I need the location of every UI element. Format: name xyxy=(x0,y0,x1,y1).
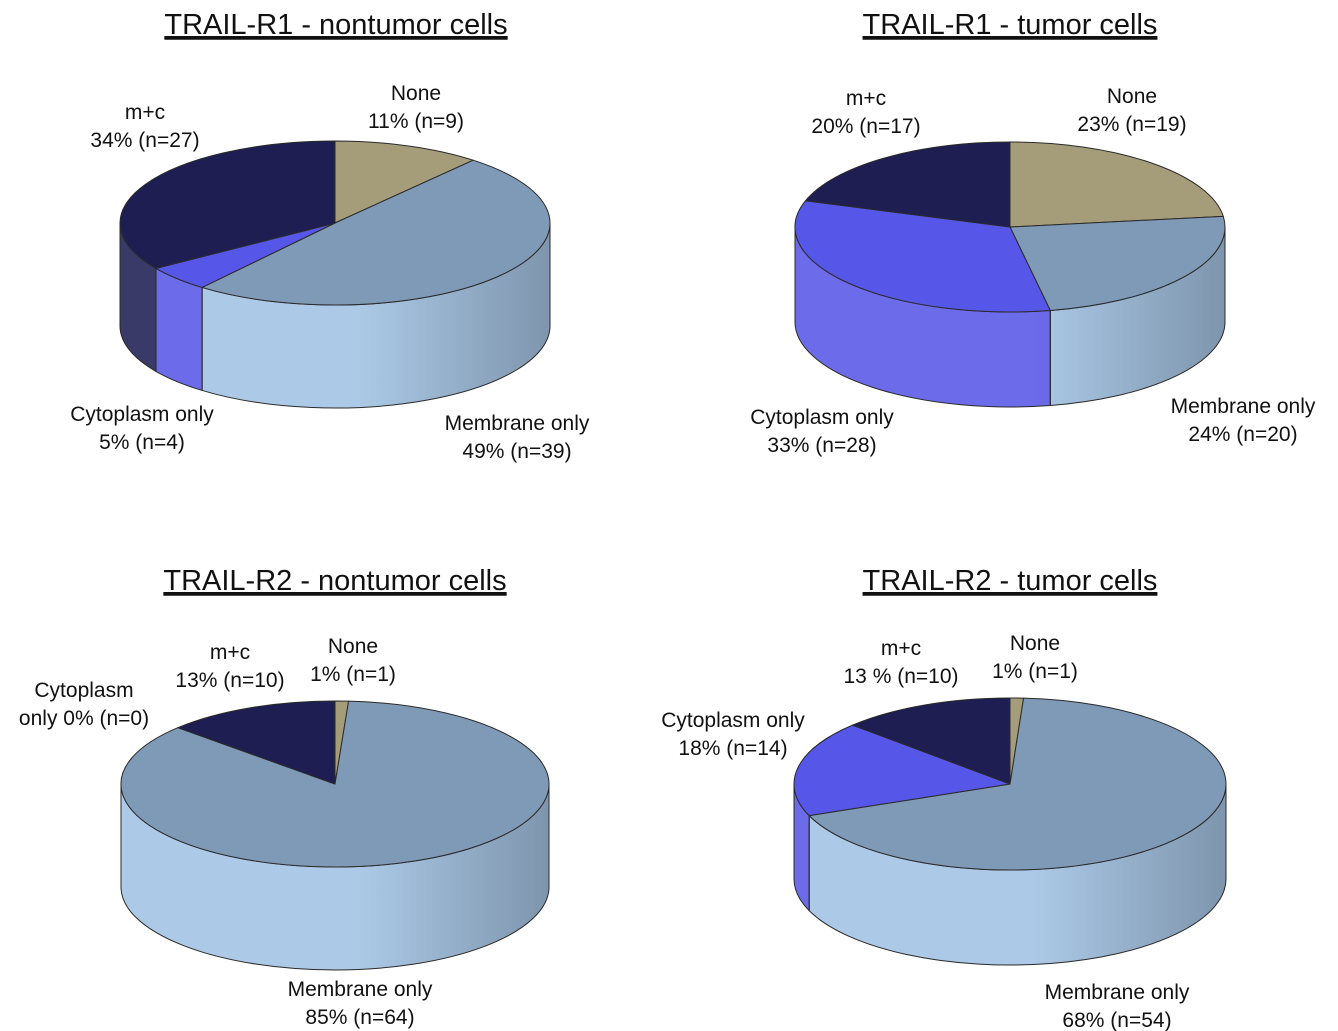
pie-slice-none xyxy=(334,140,474,224)
pie-slice-m-c xyxy=(805,141,1011,228)
pie-slice-cytoplasm-only xyxy=(793,724,1011,817)
pie-slice-m-c xyxy=(119,140,336,269)
pie-chart-trail-r1-nontumor-cells: TRAIL-R1 - nontumor cells None 11% (n=9) Me… xyxy=(70,9,590,463)
slice-label-m-c: m+c 20% (n=17) xyxy=(811,87,920,138)
slice-label-cytoplasm-only: Cytoplasm only 18% (n=14) xyxy=(661,709,805,760)
slice-label-none: None 23% (n=19) xyxy=(1077,85,1186,136)
chart-title: TRAIL-R2 - tumor cells xyxy=(863,565,1158,597)
pie-slice-cytoplasm-only xyxy=(794,200,1051,313)
pie-slice-m-c xyxy=(852,697,1011,785)
pie-slice-membrane-only xyxy=(1009,215,1226,311)
chart-title: TRAIL-R1 - tumor cells xyxy=(863,9,1158,41)
slice-label-cytoplasm-only: Cytoplasm only 0% (n=0) xyxy=(19,679,149,730)
slice-label-none: None 11% (n=9) xyxy=(368,82,464,133)
chart-title: TRAIL-R2 - nontumor cells xyxy=(163,565,506,597)
pie-chart-trail-r1-tumor-cells: TRAIL-R1 - tumor cells None 23% (n=19) Memb… xyxy=(750,9,1316,457)
slice-label-membrane-only: Membrane only 24% (n=20) xyxy=(1171,395,1316,446)
slice-label-cytoplasm-only: Cytoplasm only 33% (n=28) xyxy=(750,406,894,457)
pie-slice-membrane-only xyxy=(201,159,551,306)
slice-label-cytoplasm-only: Cytoplasm only 5% (n=4) xyxy=(70,403,214,454)
slice-label-none: None 1% (n=1) xyxy=(310,635,396,686)
pie-chart-trail-r2-nontumor-cells: TRAIL-R2 - nontumor cells None 1% (n=1) Mem… xyxy=(19,565,550,1029)
slice-label-m-c: m+c 13% (n=10) xyxy=(175,641,284,692)
pie-slice-none xyxy=(1009,141,1224,228)
slice-label-membrane-only: Membrane only 85% (n=64) xyxy=(288,978,433,1029)
pie-slice-m-c xyxy=(177,700,336,785)
pie-chart-trail-r2-tumor-cells: TRAIL-R2 - tumor cells None 1% (n=1) Membra… xyxy=(661,565,1227,1031)
slice-label-m-c: m+c 34% (n=27) xyxy=(90,101,199,152)
chart-title: TRAIL-R1 - nontumor cells xyxy=(164,9,507,41)
slice-label-membrane-only: Membrane only 49% (n=39) xyxy=(445,412,590,463)
pie-side-cytoplasm-only xyxy=(155,267,203,392)
pie-slice-membrane-only xyxy=(808,697,1227,871)
slice-label-none: None 1% (n=1) xyxy=(992,632,1078,683)
slice-label-membrane-only: Membrane only 68% (n=54) xyxy=(1045,981,1190,1031)
slice-label-m-c: m+c 13 % (n=10) xyxy=(844,637,959,688)
